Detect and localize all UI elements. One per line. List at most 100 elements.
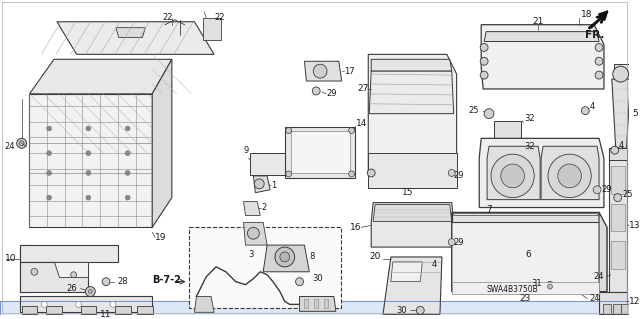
Polygon shape: [621, 304, 628, 314]
Polygon shape: [454, 213, 599, 215]
Polygon shape: [614, 64, 628, 79]
Circle shape: [248, 227, 259, 239]
Circle shape: [47, 126, 52, 131]
Circle shape: [545, 282, 555, 292]
Circle shape: [448, 239, 455, 246]
Text: 13: 13: [628, 221, 640, 230]
Circle shape: [286, 171, 292, 177]
Circle shape: [254, 179, 264, 189]
Text: 6: 6: [525, 250, 531, 259]
Polygon shape: [612, 304, 621, 314]
Text: 19: 19: [155, 233, 166, 242]
Circle shape: [313, 64, 327, 78]
Bar: [204, 18, 221, 40]
Circle shape: [484, 109, 494, 119]
Polygon shape: [599, 212, 607, 292]
Polygon shape: [452, 212, 599, 222]
Text: 24: 24: [4, 142, 15, 151]
Circle shape: [31, 268, 38, 275]
Circle shape: [41, 301, 47, 308]
Circle shape: [581, 107, 589, 115]
Circle shape: [102, 278, 110, 286]
Polygon shape: [373, 204, 452, 221]
Bar: [314, 300, 318, 308]
Polygon shape: [29, 59, 172, 94]
Bar: [285, 127, 355, 178]
Text: 18: 18: [581, 10, 593, 19]
Circle shape: [125, 126, 130, 131]
Circle shape: [85, 286, 95, 296]
Circle shape: [501, 164, 524, 188]
Bar: [0, 301, 628, 315]
Bar: [305, 300, 308, 308]
Polygon shape: [487, 146, 540, 200]
Polygon shape: [22, 306, 37, 314]
Polygon shape: [253, 176, 270, 193]
Text: 25: 25: [468, 106, 479, 115]
Polygon shape: [481, 25, 604, 89]
Circle shape: [70, 272, 77, 278]
Polygon shape: [541, 146, 599, 200]
Circle shape: [47, 195, 52, 200]
Circle shape: [47, 151, 52, 156]
Text: 14: 14: [355, 119, 367, 128]
Bar: [494, 143, 522, 158]
Polygon shape: [305, 61, 342, 81]
Text: 21: 21: [532, 17, 544, 26]
Circle shape: [47, 170, 52, 175]
Circle shape: [110, 301, 116, 308]
Bar: [250, 153, 288, 175]
Polygon shape: [484, 32, 599, 41]
Circle shape: [480, 43, 488, 51]
Circle shape: [312, 87, 320, 95]
Circle shape: [612, 66, 628, 82]
Text: 22: 22: [162, 13, 173, 22]
Text: 17: 17: [344, 67, 355, 76]
Text: 1: 1: [271, 181, 276, 190]
Text: 5: 5: [632, 109, 638, 118]
Bar: [611, 241, 625, 269]
Circle shape: [88, 290, 92, 293]
Circle shape: [480, 71, 488, 79]
Polygon shape: [479, 138, 604, 208]
Circle shape: [595, 43, 603, 51]
Polygon shape: [244, 202, 260, 215]
Text: 30: 30: [396, 306, 406, 315]
Text: SWA4B3750B: SWA4B3750B: [486, 285, 538, 294]
Text: B-7-2: B-7-2: [152, 275, 181, 285]
Polygon shape: [20, 245, 118, 262]
Polygon shape: [152, 59, 172, 227]
Circle shape: [86, 170, 91, 175]
Text: 30: 30: [312, 274, 323, 283]
Circle shape: [296, 278, 303, 286]
Text: 32: 32: [524, 114, 535, 123]
Circle shape: [17, 138, 26, 148]
Polygon shape: [115, 306, 131, 314]
Text: 31: 31: [531, 279, 542, 288]
Polygon shape: [383, 257, 442, 314]
Circle shape: [125, 151, 130, 156]
Polygon shape: [368, 153, 457, 188]
Circle shape: [286, 128, 292, 133]
Text: 26: 26: [66, 284, 77, 293]
Polygon shape: [263, 245, 309, 272]
Bar: [0, 301, 628, 315]
Text: 9: 9: [243, 146, 248, 155]
Text: 16: 16: [350, 223, 362, 232]
Bar: [611, 204, 625, 231]
Polygon shape: [371, 59, 452, 71]
Text: 29: 29: [601, 185, 611, 194]
Text: 25: 25: [623, 190, 633, 199]
Polygon shape: [369, 71, 454, 114]
Circle shape: [593, 186, 601, 194]
Circle shape: [595, 71, 603, 79]
Circle shape: [280, 252, 290, 262]
Text: 20: 20: [370, 252, 381, 262]
Polygon shape: [391, 262, 422, 282]
Text: 12: 12: [628, 297, 640, 306]
Polygon shape: [599, 292, 627, 314]
Circle shape: [125, 170, 130, 175]
Text: 23: 23: [520, 294, 531, 303]
Circle shape: [125, 195, 130, 200]
Polygon shape: [54, 262, 88, 277]
